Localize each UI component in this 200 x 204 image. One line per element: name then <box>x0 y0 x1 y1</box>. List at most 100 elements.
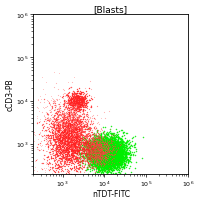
Point <box>70 137 73 141</box>
Point <box>107 153 110 156</box>
Point <box>86 153 89 156</box>
Point <box>120 158 123 162</box>
Point <box>98 144 101 147</box>
Point <box>99 158 102 161</box>
Point <box>103 151 106 155</box>
Point <box>82 99 85 102</box>
Point <box>100 153 103 156</box>
Point <box>105 147 108 150</box>
Point <box>36 122 39 125</box>
Point <box>105 146 109 149</box>
Point <box>85 156 89 159</box>
Point <box>115 146 119 149</box>
Point <box>57 103 61 106</box>
Point <box>112 156 115 160</box>
Point <box>82 122 85 125</box>
Point <box>120 142 123 145</box>
Point <box>123 143 126 146</box>
Point <box>89 97 92 101</box>
Point <box>111 146 114 149</box>
Point <box>85 148 89 151</box>
Point <box>92 143 95 146</box>
Point <box>92 144 95 147</box>
Point <box>105 146 108 149</box>
Point <box>99 145 102 149</box>
Point <box>103 165 106 168</box>
Point <box>56 160 59 163</box>
Point <box>108 157 112 161</box>
Point <box>73 110 76 113</box>
Point <box>97 164 100 167</box>
Point <box>61 116 64 120</box>
Point <box>101 169 104 172</box>
Point <box>111 154 114 157</box>
Point <box>93 128 96 131</box>
Point <box>61 152 65 155</box>
Point <box>116 146 119 149</box>
Point <box>120 146 123 149</box>
Point <box>95 151 99 154</box>
Point <box>94 153 97 156</box>
Point <box>110 139 113 142</box>
Point <box>78 131 81 134</box>
Point <box>69 139 72 142</box>
Point <box>116 142 119 145</box>
Point <box>86 125 90 128</box>
Point <box>103 154 106 158</box>
Point <box>81 155 84 158</box>
Point <box>65 149 69 152</box>
Point <box>86 141 89 144</box>
Point <box>82 149 85 153</box>
Point <box>50 120 53 123</box>
Point <box>58 144 61 147</box>
Point <box>78 95 81 98</box>
Point <box>102 154 105 157</box>
Point <box>100 152 103 155</box>
Point <box>53 153 56 156</box>
Point <box>112 151 115 154</box>
Point <box>69 121 72 124</box>
Point <box>102 161 105 164</box>
Point <box>75 118 78 121</box>
Point <box>75 156 78 160</box>
Point <box>104 147 108 150</box>
Point <box>119 142 122 146</box>
Point <box>115 149 118 152</box>
Point <box>98 142 102 145</box>
Point <box>87 114 90 117</box>
Point <box>75 104 79 108</box>
Point <box>68 159 71 162</box>
Point <box>86 165 89 169</box>
Point <box>72 123 76 126</box>
Point <box>118 137 121 140</box>
Point <box>104 142 107 146</box>
Point <box>118 154 121 157</box>
Point <box>58 132 61 136</box>
Point <box>110 146 114 150</box>
Point <box>116 145 119 148</box>
Point <box>94 163 97 166</box>
Point <box>78 143 81 146</box>
Point <box>64 155 67 158</box>
Point <box>63 135 66 139</box>
Point <box>93 153 96 156</box>
Point <box>94 145 97 149</box>
Point <box>96 154 99 158</box>
Point <box>67 107 70 110</box>
Point <box>72 133 76 136</box>
Point <box>119 155 122 158</box>
Point <box>100 150 104 154</box>
Point <box>89 143 93 146</box>
Point <box>76 156 79 160</box>
Point <box>96 134 99 137</box>
Point <box>85 124 88 127</box>
Point <box>65 119 69 122</box>
Point <box>112 154 115 158</box>
Point <box>94 157 97 161</box>
Point <box>133 154 137 157</box>
Point <box>113 153 116 156</box>
Point <box>74 114 77 118</box>
Point <box>121 152 124 155</box>
Point <box>125 154 128 157</box>
Point <box>85 113 88 116</box>
